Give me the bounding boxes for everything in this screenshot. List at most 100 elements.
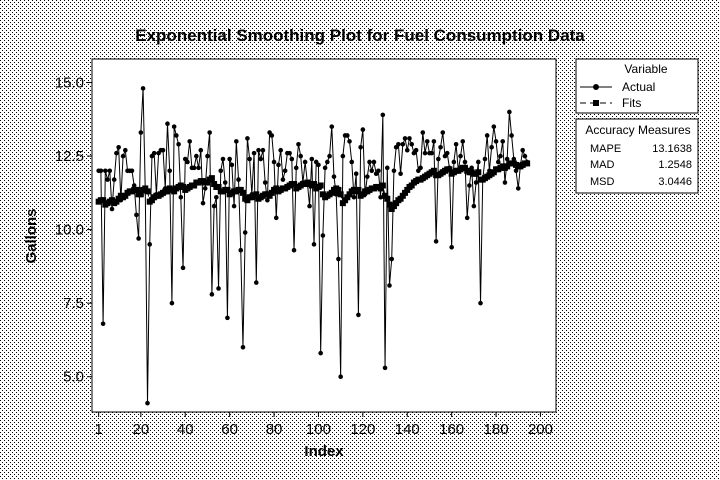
actual-point	[515, 186, 521, 191]
actual-point	[404, 147, 410, 153]
fits-point	[215, 183, 222, 190]
actual-point	[460, 139, 466, 144]
actual-point	[473, 180, 479, 185]
actual-point	[340, 153, 346, 159]
legend-title: Variable	[624, 62, 667, 76]
y-tick-label: 15.0	[55, 75, 84, 92]
actual-point	[251, 150, 257, 156]
y-tick-label: 7.5	[63, 295, 84, 312]
actual-point	[134, 212, 139, 218]
fits-point	[337, 191, 344, 198]
actual-point	[513, 168, 519, 174]
actual-point	[367, 159, 372, 165]
actual-point	[105, 177, 110, 182]
actual-point	[371, 159, 377, 165]
actual-point	[145, 400, 150, 406]
actual-point	[387, 283, 392, 288]
actual-point	[333, 192, 339, 197]
x-tick-label: 180	[484, 421, 509, 438]
x-tick-label: 1	[94, 421, 102, 438]
actual-point	[180, 265, 186, 271]
actual-point	[171, 124, 177, 129]
actual-point	[484, 133, 490, 138]
actual-point	[107, 168, 113, 174]
actual-point	[396, 142, 401, 147]
actual-point	[265, 197, 270, 203]
actual-point	[138, 130, 144, 135]
actual-point	[378, 194, 383, 200]
actual-point	[440, 130, 446, 135]
actual-point	[345, 133, 350, 138]
actual-point	[120, 153, 126, 159]
actual-point	[276, 162, 281, 168]
accuracy-msd-label: MSD	[590, 176, 615, 188]
actual-point	[347, 139, 352, 144]
actual-point	[103, 168, 108, 174]
x-tick-label: 20	[132, 421, 149, 438]
actual-point	[518, 162, 523, 168]
actual-point	[338, 374, 343, 380]
actual-point	[382, 365, 388, 371]
actual-point	[436, 156, 441, 162]
actual-point	[202, 186, 208, 191]
actual-point	[438, 144, 443, 150]
fits-point	[208, 175, 215, 182]
actual-point	[522, 153, 528, 159]
actual-point	[336, 256, 341, 262]
actual-point	[462, 159, 468, 165]
actual-point	[216, 286, 221, 291]
actual-point	[198, 147, 204, 153]
fits-point	[317, 182, 324, 189]
actual-point	[269, 133, 275, 138]
actual-point	[398, 171, 403, 177]
accuracy-mape-label: MAPE	[590, 143, 621, 155]
actual-point	[165, 121, 170, 127]
actual-point	[191, 165, 197, 171]
actual-point	[287, 150, 292, 156]
actual-point	[245, 136, 250, 141]
actual-point	[495, 159, 501, 165]
accuracy-mad-label: MAD	[590, 159, 615, 171]
actual-point	[407, 136, 412, 141]
actual-point	[349, 159, 355, 165]
actual-point	[456, 168, 461, 174]
actual-point	[123, 147, 128, 153]
actual-point	[444, 150, 450, 156]
actual-point	[433, 239, 439, 244]
accuracy-title: Accuracy Measures	[585, 123, 690, 137]
actual-point	[253, 280, 259, 285]
actual-point	[524, 159, 530, 165]
legend-fits-marker	[593, 100, 599, 106]
actual-point	[278, 147, 284, 153]
actual-point	[500, 139, 506, 144]
chart-title: Exponential Smoothing Plot for Fuel Cons…	[135, 26, 585, 45]
y-tick-label: 10.0	[55, 222, 84, 239]
actual-point	[471, 203, 477, 209]
actual-point	[449, 244, 454, 250]
actual-point	[498, 153, 503, 159]
actual-point	[493, 139, 499, 144]
fits-point	[311, 181, 318, 188]
actual-point	[205, 153, 210, 159]
actual-point	[116, 144, 121, 150]
actual-point	[207, 130, 212, 135]
actual-point	[318, 350, 323, 356]
actual-point	[136, 236, 141, 241]
actual-point	[331, 174, 337, 179]
actual-point	[100, 321, 106, 327]
actual-point	[140, 86, 146, 91]
actual-point	[504, 156, 510, 162]
actual-point	[478, 300, 483, 306]
actual-point	[467, 183, 472, 188]
actual-point	[280, 177, 286, 182]
accuracy-mape-value: 13.1638	[652, 143, 692, 155]
legend-entry-fits: Fits	[580, 96, 641, 110]
legend-entry-actual: Actual	[580, 80, 655, 94]
actual-point	[469, 165, 474, 171]
actual-point	[325, 159, 330, 165]
actual-point	[242, 230, 248, 235]
actual-point	[273, 215, 279, 221]
actual-point	[262, 180, 268, 185]
actual-point	[453, 142, 459, 147]
actual-point	[225, 315, 230, 321]
